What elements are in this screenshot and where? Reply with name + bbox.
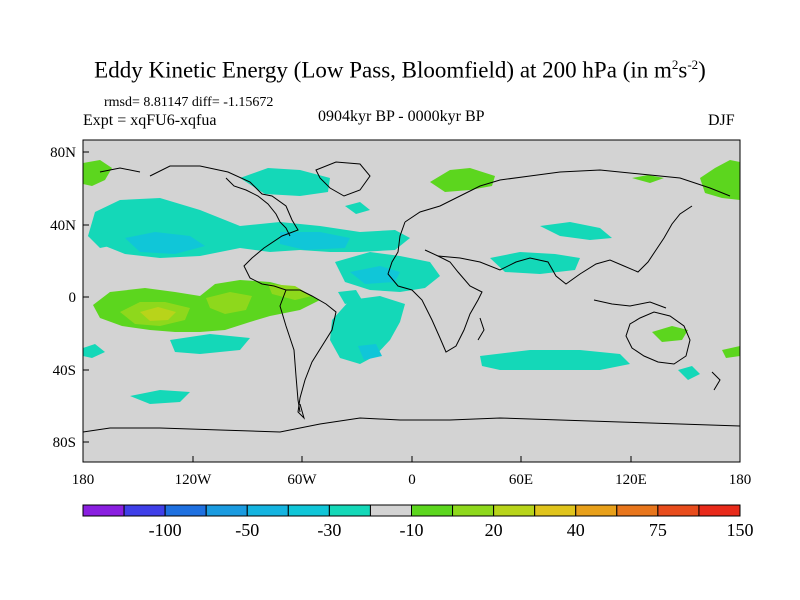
colorbar-box-11 [534, 504, 577, 517]
shade-tropical-pacific-core [140, 307, 176, 321]
shade-southern-indian-ocean [480, 350, 630, 370]
colorbar-label-5: 40 [567, 520, 585, 540]
shade-south-pacific-west [83, 344, 105, 358]
coastline-asia-south [437, 205, 693, 285]
colorbar-box-4 [246, 504, 289, 517]
plot-title: Eddy Kinetic Energy (Low Pass, Bloomfiel… [0, 57, 800, 84]
colorbar-box-13 [616, 504, 659, 517]
title-main: Eddy Kinetic Energy (Low Pass, Bloomfiel… [94, 57, 672, 83]
lat-label-40s: 40S [53, 363, 76, 379]
shade-southern-ocean [130, 390, 190, 404]
colorbar-label-2: -30 [317, 520, 341, 540]
shade-arctic-east [700, 160, 740, 200]
shade-north-pacific-west [83, 160, 112, 186]
colorbar-box-9 [452, 504, 495, 517]
shade-arabian-sea [490, 252, 580, 274]
lon-label-120w: 120W [175, 472, 213, 488]
colorbar-label-7: 150 [727, 520, 754, 540]
experiment-label: Expt = xqFU6-xqfua [83, 112, 217, 129]
coastline-south-america-east [286, 289, 337, 420]
lon-label-0: 0 [408, 472, 416, 488]
title-sup-2: -2 [687, 57, 699, 72]
lat-label-80n: 80N [50, 145, 76, 161]
colorbar-box-12 [575, 504, 618, 517]
shade-dateline-north [88, 232, 120, 248]
lat-tick-labels: 80N 40N 0 40S 80S [50, 145, 76, 451]
coastline-north-america-west [149, 165, 299, 291]
coastline-new-zealand [711, 371, 721, 391]
title-end: ) [698, 57, 706, 83]
stats-text: rmsd= 8.81147 diff= -1.15672 [104, 95, 274, 110]
coastline-south-america-west [279, 289, 301, 413]
shade-greenland [345, 202, 370, 214]
lon-tick-labels: 180 120W 60W 0 60E 120E 180 [72, 472, 752, 488]
title-sup-1: 2 [671, 57, 679, 72]
anomaly-shading [83, 160, 740, 404]
shade-tasman [678, 366, 700, 380]
shade-south-atlantic-core [358, 344, 382, 360]
season-label: DJF [708, 112, 735, 129]
period-label: 0904kyr BP - 0000kyr BP [318, 108, 485, 125]
coastline-madagascar [477, 317, 485, 341]
shade-north-america-north [240, 168, 330, 196]
coastline-australia [625, 311, 691, 365]
shade-eastern-pacific [206, 292, 252, 314]
coastline-africa [387, 221, 483, 353]
colorbar-label-1: -50 [235, 520, 259, 540]
colorbar-box-7 [369, 504, 412, 517]
colorbar-labels: -100 -50 -30 -10 20 40 75 150 [149, 520, 754, 540]
coastline-greenland [315, 161, 371, 197]
colorbar-box-1 [123, 504, 166, 517]
lon-label-120e: 120E [615, 472, 647, 488]
colorbar-label-4: 20 [485, 520, 503, 540]
coastline-indonesia [593, 299, 667, 309]
lat-label-40n: 40N [50, 218, 76, 234]
coastline-hudson [225, 177, 291, 237]
colorbar-box-6 [328, 504, 371, 517]
colorbar-label-6: 75 [649, 520, 667, 540]
lon-label-60e: 60E [509, 472, 533, 488]
shade-central-asia [540, 222, 612, 240]
colorbar-box-15 [698, 504, 741, 517]
shade-south-pacific [170, 334, 250, 354]
colorbar-box-14 [657, 504, 700, 517]
colorbar-box-8 [411, 504, 454, 517]
title-mid: s [678, 57, 688, 83]
shade-north-pacific-core [125, 232, 205, 254]
coastline-alaska [99, 167, 141, 173]
shade-tropical-atlantic-core [350, 266, 400, 284]
shade-south-atlantic [330, 296, 405, 364]
colorbar-box-2 [164, 504, 207, 517]
lat-label-80s: 80S [53, 435, 76, 451]
shade-siberia [632, 175, 664, 183]
coastline-eurasia-north [404, 169, 731, 223]
coastline-antarctica [83, 417, 740, 433]
axis-ticks [83, 151, 632, 462]
shade-south-pacific-east [722, 346, 740, 358]
shade-scandinavia [430, 168, 495, 192]
coastlines [83, 161, 740, 433]
colorbar [82, 504, 741, 517]
colorbar-box-3 [205, 504, 248, 517]
lon-label-180-west: 180 [72, 472, 95, 488]
lon-label-180-east: 180 [729, 472, 752, 488]
colorbar-box-0 [82, 504, 125, 517]
shade-north-atlantic-core [280, 232, 350, 250]
colorbar-label-0: -100 [149, 520, 182, 540]
shade-australia-east [652, 326, 688, 342]
lat-label-0: 0 [69, 290, 77, 306]
lon-label-60w: 60W [287, 472, 317, 488]
colorbar-box-5 [287, 504, 330, 517]
colorbar-box-10 [493, 504, 536, 517]
colorbar-label-3: -10 [400, 520, 424, 540]
